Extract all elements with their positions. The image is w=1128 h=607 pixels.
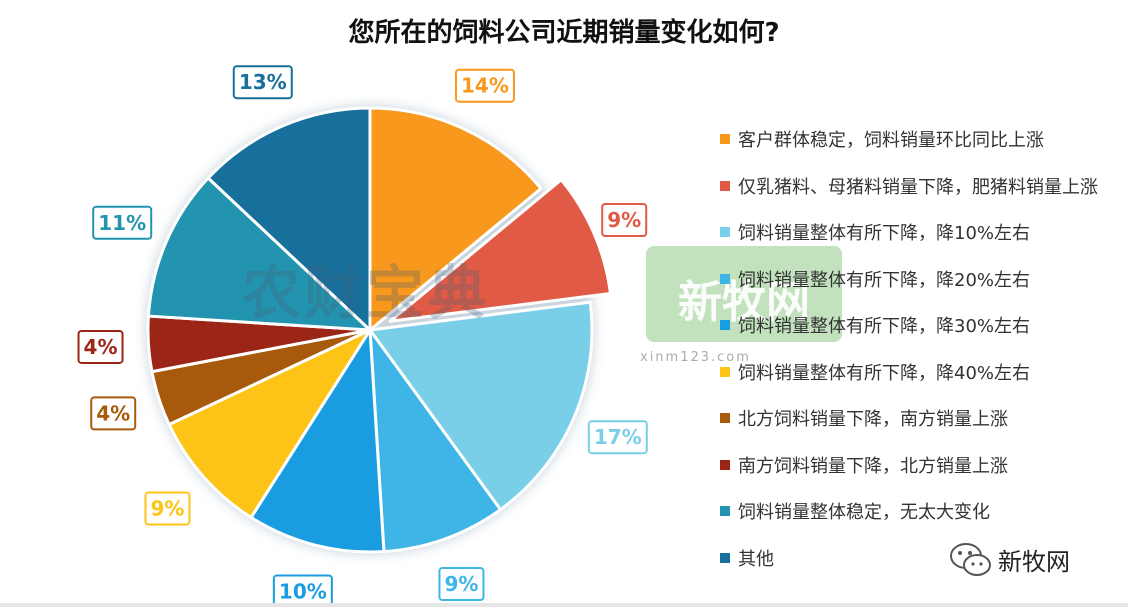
legend-label: 饲料销量整体有所下降，降20%左右: [738, 269, 1031, 291]
data-label-text-10: 13%: [239, 70, 287, 94]
data-label-4: 9%: [438, 567, 485, 602]
legend-swatch: [720, 180, 730, 191]
legend-item-8: 南方饲料销量下降，北方销量上涨: [720, 442, 1124, 489]
legend-label: 饲料销量整体有所下降，降30%左右: [738, 316, 1031, 338]
legend-swatch: [720, 459, 730, 470]
data-label-text-9: 11%: [98, 211, 146, 235]
data-label-2: 9%: [601, 202, 648, 237]
pie-slice-5: [249, 328, 386, 554]
legend-label: 饲料销量整体有所下降，降10%左右: [738, 223, 1031, 245]
legend-swatch: [720, 320, 730, 331]
data-label-8: 4%: [77, 329, 124, 364]
legend-swatch: [720, 134, 730, 145]
legend-label: 饲料销量整体有所下降，降40%左右: [738, 362, 1031, 384]
data-label-text-3: 17%: [594, 425, 642, 449]
data-label-10: 13%: [232, 65, 293, 100]
footer-divider: [0, 603, 1128, 607]
pie-slice-10: [206, 106, 372, 332]
legend-swatch: [720, 273, 730, 284]
legend-swatch: [720, 227, 730, 238]
data-label-9: 11%: [92, 205, 153, 240]
data-label-7: 4%: [90, 396, 137, 431]
legend-swatch: [720, 366, 730, 377]
legend-label: 客户群体稳定，饲料销量环比同比上涨: [738, 130, 1044, 152]
data-label-5: 10%: [272, 574, 333, 607]
data-label-text-4: 9%: [444, 572, 478, 596]
data-label-1: 14%: [454, 68, 515, 103]
legend-item-7: 北方饲料销量下降，南方销量上涨: [720, 395, 1124, 442]
pie-slice-6: [167, 328, 372, 519]
data-label-6: 9%: [144, 491, 191, 526]
data-label-3: 17%: [587, 420, 648, 455]
data-label-text-7: 4%: [96, 401, 130, 425]
legend-swatch: [720, 413, 730, 424]
pie-slice-3: [368, 300, 594, 512]
legend-item-5: 饲料销量整体有所下降，降30%左右: [720, 302, 1124, 349]
wechat-icon: [950, 543, 991, 576]
data-label-text-5: 10%: [279, 580, 327, 604]
brand-name: 新牧网: [998, 548, 1070, 576]
data-label-text-1: 14%: [461, 74, 509, 98]
legend-label: 饲料销量整体稳定，无太大变化: [738, 502, 990, 524]
legend-label: 北方饲料销量下降，南方销量上涨: [738, 409, 1008, 431]
legend-item-10: 其他: [720, 535, 1124, 582]
data-label-text-6: 9%: [150, 497, 184, 521]
legend-label: 南方饲料销量下降，北方销量上涨: [738, 455, 1008, 477]
legend-item-2: 仅乳猪料、母猪料销量下降，肥猪料销量上涨: [720, 163, 1124, 210]
legend-label: 仅乳猪料、母猪料销量下降，肥猪料销量上涨: [738, 176, 1098, 198]
chart-title: 您所在的饲料公司近期销量变化如何?: [348, 18, 780, 48]
chart-legend: 客户群体稳定，饲料销量环比同比上涨仅乳猪料、母猪料销量下降，肥猪料销量上涨 饲料销…: [720, 116, 1124, 581]
pie-slice-2: [388, 178, 612, 323]
pie-slice-4: [368, 328, 502, 554]
legend-swatch: [720, 506, 730, 517]
legend-label: 其他: [738, 548, 774, 570]
legend-item-4: 饲料销量整体有所下降，降20%左右: [720, 256, 1124, 303]
legend-item-1: 客户群体稳定，饲料销量环比同比上涨: [720, 116, 1124, 163]
pie-slice-1: [368, 106, 543, 332]
data-label-text-8: 4%: [84, 335, 118, 359]
data-label-text-2: 9%: [607, 208, 641, 232]
legend-item-6: 饲料销量整体有所下降，降40%左右: [720, 349, 1124, 396]
legend-item-9: 饲料销量整体稳定，无太大变化: [720, 488, 1124, 535]
pie-slice-9: [146, 176, 372, 332]
legend-item-3: 饲料销量整体有所下降，降10%左右: [720, 209, 1124, 256]
legend-swatch: [720, 552, 730, 563]
